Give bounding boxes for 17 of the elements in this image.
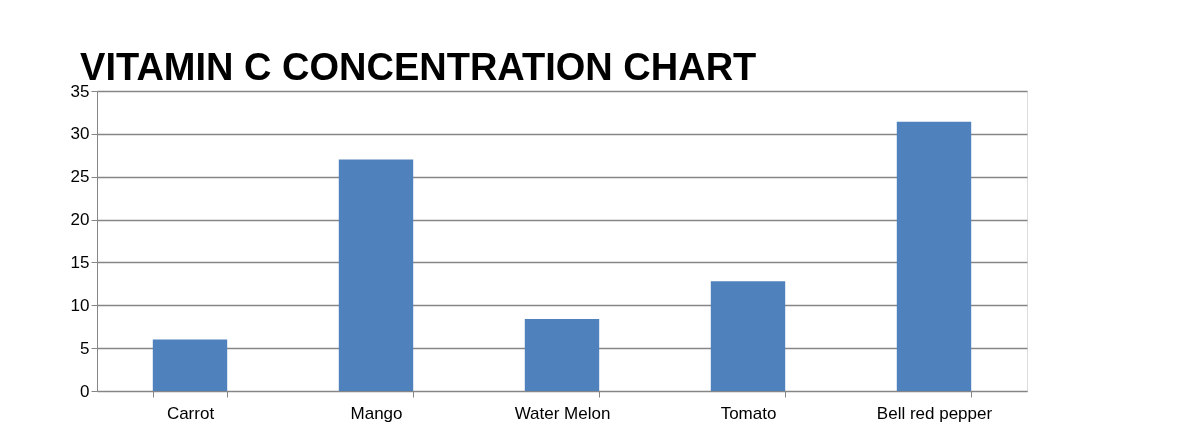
y-tick-label: 30 — [70, 124, 90, 144]
x-tick-label: Tomato — [720, 403, 777, 423]
bar — [896, 121, 972, 391]
y-tick-label: 5 — [80, 338, 90, 358]
x-tick-label: Mango — [350, 403, 403, 423]
x-tick-label: Water Melon — [514, 403, 611, 423]
y-tick-label: 0 — [80, 381, 90, 401]
bar — [524, 319, 600, 391]
x-tick-label: Bell red pepper — [876, 403, 993, 423]
bar — [710, 281, 786, 391]
bar — [152, 339, 228, 391]
bar — [338, 159, 414, 391]
y-tick-label: 15 — [70, 252, 90, 272]
y-tick-label: 10 — [70, 295, 90, 315]
y-tick-label: 25 — [70, 167, 90, 187]
y-tick-label: 20 — [70, 210, 90, 230]
x-tick-label: Carrot — [166, 403, 215, 423]
